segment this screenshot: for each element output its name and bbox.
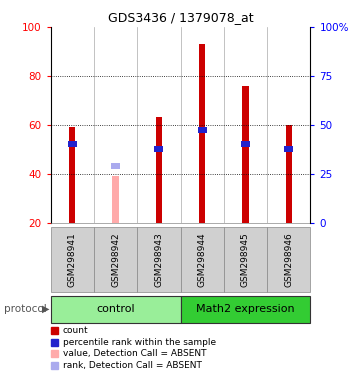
Bar bbox=[180, 227, 224, 292]
Text: GSM298944: GSM298944 bbox=[198, 232, 206, 286]
Bar bbox=[154, 146, 164, 152]
Text: GSM298945: GSM298945 bbox=[241, 232, 250, 286]
Text: GSM298941: GSM298941 bbox=[68, 232, 77, 286]
Text: Math2 expression: Math2 expression bbox=[196, 304, 295, 314]
Text: control: control bbox=[96, 304, 135, 314]
Title: GDS3436 / 1379078_at: GDS3436 / 1379078_at bbox=[108, 11, 253, 24]
Text: count: count bbox=[63, 326, 88, 335]
Bar bbox=[137, 227, 180, 292]
Bar bbox=[137, 27, 180, 223]
Text: GSM298943: GSM298943 bbox=[155, 232, 163, 286]
Bar bbox=[180, 27, 224, 223]
Text: value, Detection Call = ABSENT: value, Detection Call = ABSENT bbox=[63, 349, 206, 358]
Bar bbox=[241, 141, 250, 147]
Bar bbox=[111, 163, 120, 169]
Bar bbox=[69, 127, 75, 223]
Bar bbox=[267, 227, 310, 292]
Text: GSM298946: GSM298946 bbox=[284, 232, 293, 286]
Bar bbox=[94, 227, 137, 292]
Bar bbox=[199, 44, 205, 223]
Text: rank, Detection Call = ABSENT: rank, Detection Call = ABSENT bbox=[63, 361, 202, 370]
Text: GSM298942: GSM298942 bbox=[111, 232, 120, 286]
Bar bbox=[112, 176, 119, 223]
Bar bbox=[267, 27, 310, 223]
Bar bbox=[197, 127, 207, 133]
Bar bbox=[51, 27, 94, 223]
Bar bbox=[224, 27, 267, 223]
Bar bbox=[286, 125, 292, 223]
Text: protocol: protocol bbox=[4, 304, 46, 314]
Bar bbox=[94, 27, 137, 223]
Bar bbox=[180, 296, 310, 323]
Bar bbox=[284, 146, 293, 152]
Text: percentile rank within the sample: percentile rank within the sample bbox=[63, 338, 216, 347]
Bar bbox=[68, 141, 77, 147]
Text: ▶: ▶ bbox=[42, 304, 49, 314]
Bar bbox=[156, 118, 162, 223]
Bar bbox=[224, 227, 267, 292]
Bar bbox=[51, 296, 180, 323]
Bar bbox=[51, 227, 94, 292]
Bar bbox=[242, 86, 249, 223]
